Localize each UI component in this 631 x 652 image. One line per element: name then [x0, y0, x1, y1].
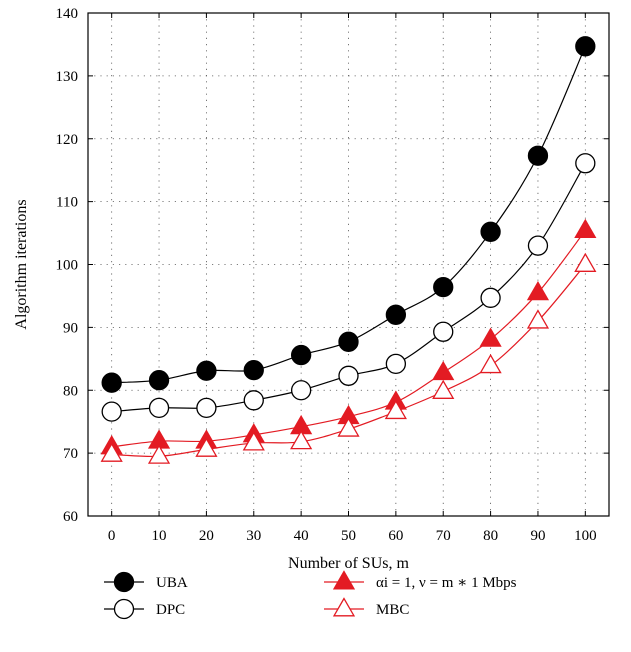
series-mbc — [100, 252, 597, 464]
data-point-mbc — [384, 399, 407, 420]
x-tick-label: 100 — [574, 528, 597, 544]
data-point-uba — [243, 359, 264, 381]
data-point-uba — [385, 304, 407, 325]
legend-label: UBA — [156, 575, 188, 591]
y-tick-label: 110 — [56, 195, 78, 211]
data-point-uba — [433, 276, 454, 298]
data-point-uba — [101, 372, 122, 393]
legend-label: DPC — [156, 602, 185, 618]
y-tick-label: 120 — [56, 132, 79, 148]
data-point-i-1-m-1-mbps — [479, 327, 502, 347]
data-point-uba — [575, 36, 596, 57]
data-point-dpc — [196, 397, 217, 419]
grid — [88, 13, 609, 516]
data-point-uba — [338, 331, 359, 352]
data-point-mbc — [195, 437, 218, 457]
data-point-dpc — [480, 287, 501, 308]
y-tick-label: 90 — [63, 320, 78, 336]
data-point-uba — [290, 344, 312, 366]
data-point-mbc — [147, 444, 171, 464]
data-point-mbc — [337, 417, 360, 437]
legend-item-dpc: DPC — [104, 598, 185, 620]
data-point-dpc — [433, 321, 454, 342]
data-point-mbc — [432, 379, 455, 399]
data-point-mbc — [574, 252, 597, 272]
legend-marker — [332, 597, 356, 617]
data-point-mbc — [526, 309, 550, 329]
data-point-mbc — [100, 442, 123, 462]
data-point-dpc — [101, 401, 122, 422]
y-tick-label: 80 — [63, 383, 78, 399]
data-point-mbc — [242, 431, 265, 451]
series-dpc — [101, 153, 596, 422]
legend-marker — [113, 598, 135, 620]
legend-item-uba: UBA — [104, 571, 188, 593]
data-point-dpc — [148, 397, 170, 419]
data-point-i-1-m-1-mbps — [432, 360, 455, 381]
legend: UBA DPC αi = 1, ν = m ∗ 1 Mbps MBC — [104, 570, 517, 620]
x-tick-label: 90 — [530, 528, 545, 544]
data-point-mbc — [479, 353, 502, 374]
x-tick-label: 70 — [436, 528, 451, 544]
series-uba — [101, 36, 596, 393]
data-point-uba — [148, 370, 170, 391]
x-tick-label: 10 — [152, 528, 167, 544]
y-tick-label: 130 — [56, 69, 79, 85]
x-tick-label: 60 — [388, 528, 403, 544]
x-tick-label: 80 — [483, 528, 498, 544]
data-point-dpc — [243, 390, 264, 411]
data-point-dpc — [385, 353, 407, 374]
legend-item-mbc: MBC — [324, 597, 409, 618]
data-point-uba — [480, 221, 501, 242]
x-tick-label: 0 — [108, 528, 116, 544]
y-tick-label: 100 — [56, 258, 79, 274]
legend-label: MBC — [376, 602, 409, 618]
data-point-i-1-m-1-mbps — [526, 280, 550, 301]
data-point-mbc — [290, 430, 313, 450]
y-tick-label: 140 — [56, 6, 79, 22]
data-point-dpc — [575, 153, 596, 174]
legend-label: αi = 1, ν = m ∗ 1 Mbps — [376, 575, 517, 591]
x-tick-label: 40 — [294, 528, 309, 544]
data-point-dpc — [338, 365, 359, 386]
data-point-uba — [527, 145, 549, 166]
legend-item-i-1-m-1-mbps: αi = 1, ν = m ∗ 1 Mbps — [324, 570, 517, 591]
x-tick-label: 20 — [199, 528, 214, 544]
data-point-dpc — [290, 380, 312, 401]
legend-marker — [332, 570, 356, 590]
x-tick-label: 50 — [341, 528, 356, 544]
series-layer — [100, 36, 597, 464]
y-tick-label: 70 — [63, 446, 78, 462]
legend-marker — [113, 571, 135, 593]
y-tick-label: 60 — [63, 509, 78, 525]
axis-ticks: 0 10 20 30 40 50 60 70 80 90 100 60 70 80 90 100 110 120 1… — [56, 6, 609, 544]
x-tick-label: 30 — [246, 528, 261, 544]
data-point-dpc — [527, 235, 549, 256]
data-point-i-1-m-1-mbps — [574, 218, 597, 239]
data-point-uba — [196, 360, 217, 381]
x-axis-label: Number of SUs, m — [288, 555, 409, 572]
y-axis-label: Algorithm iterations — [13, 199, 30, 329]
